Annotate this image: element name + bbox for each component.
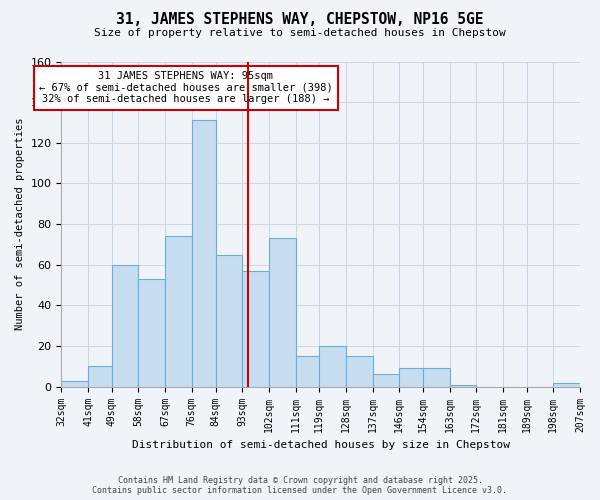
- Bar: [399, 368, 423, 386]
- Bar: [346, 356, 373, 386]
- Bar: [449, 384, 476, 386]
- Bar: [61, 380, 88, 386]
- Bar: [296, 356, 319, 386]
- Text: Size of property relative to semi-detached houses in Chepstow: Size of property relative to semi-detach…: [94, 28, 506, 38]
- Bar: [139, 279, 165, 386]
- Bar: [423, 368, 449, 386]
- Text: Contains HM Land Registry data © Crown copyright and database right 2025.
Contai: Contains HM Land Registry data © Crown c…: [92, 476, 508, 495]
- Bar: [192, 120, 215, 386]
- Bar: [553, 382, 580, 386]
- Bar: [215, 254, 242, 386]
- X-axis label: Distribution of semi-detached houses by size in Chepstow: Distribution of semi-detached houses by …: [132, 440, 510, 450]
- Bar: [88, 366, 112, 386]
- Text: 31 JAMES STEPHENS WAY: 95sqm
← 67% of semi-detached houses are smaller (398)
32%: 31 JAMES STEPHENS WAY: 95sqm ← 67% of se…: [39, 72, 333, 104]
- Y-axis label: Number of semi-detached properties: Number of semi-detached properties: [15, 118, 25, 330]
- Bar: [165, 236, 192, 386]
- Bar: [319, 346, 346, 387]
- Text: 31, JAMES STEPHENS WAY, CHEPSTOW, NP16 5GE: 31, JAMES STEPHENS WAY, CHEPSTOW, NP16 5…: [116, 12, 484, 28]
- Bar: [112, 264, 139, 386]
- Bar: [242, 271, 269, 386]
- Bar: [269, 238, 296, 386]
- Bar: [373, 374, 399, 386]
